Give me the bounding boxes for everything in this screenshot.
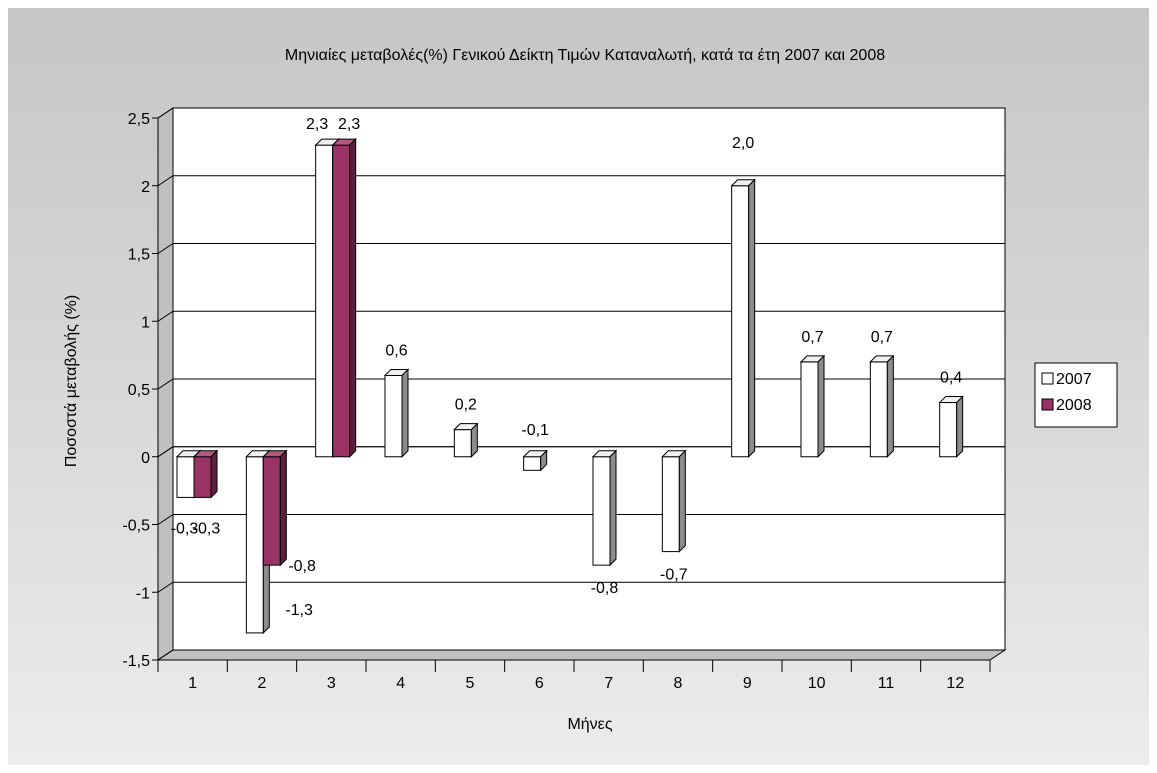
bar-2007-front	[315, 144, 334, 458]
gridline	[157, 243, 1005, 254]
bar-2008	[262, 449, 288, 567]
x-axis-zero-line	[157, 446, 1005, 458]
chart-area: Μηνιαίες μεταβολές(%) Γενικού Δείκτη Τιμ…	[8, 8, 1149, 765]
data-label: 2,0	[732, 135, 754, 152]
x-tick-label: 6	[535, 675, 544, 692]
data-label: 0,7	[871, 329, 893, 346]
gridline	[157, 649, 1005, 661]
y-tick-label: 1	[141, 314, 150, 331]
bar-2008-side	[210, 449, 218, 499]
gridline	[157, 514, 1005, 525]
bar-2007-front	[661, 456, 680, 553]
gridline	[157, 175, 1005, 187]
bar-2007	[730, 178, 756, 458]
bar-chart: Μηνιαίες μεταβολές(%) Γενικού Δείκτη Τιμ…	[63, 47, 1118, 733]
bar-2007-front	[592, 456, 611, 566]
bar-2007-side	[540, 449, 548, 472]
bar-2007-front	[384, 374, 403, 458]
x-tick-label: 2	[258, 675, 267, 692]
x-axis-label: Μήνες	[567, 716, 612, 733]
gridline	[157, 107, 1005, 119]
legend-swatch	[1041, 398, 1054, 411]
data-label: 2,3	[306, 116, 328, 133]
bar-2007-side	[748, 178, 756, 458]
gridline	[157, 581, 1005, 593]
y-tick-label: -1,5	[122, 653, 150, 670]
x-tick-label: 12	[946, 675, 964, 692]
y-tick-label: 1,5	[128, 247, 150, 264]
bar-2007-side	[817, 354, 825, 458]
bar-2007	[799, 354, 826, 458]
bar-2008-side	[279, 449, 287, 567]
bar-2007-front	[245, 456, 264, 634]
bar-2008-front	[332, 144, 351, 458]
x-tick-label: 7	[604, 675, 613, 692]
x-tick-label: 3	[327, 675, 336, 692]
bar-2008-front	[193, 456, 212, 498]
plot-area: 2,521,510,50-0,5-1-1,51 2 3 4 5 6 7 8 9 10 11 12-0,…	[122, 107, 1007, 692]
data-label: -0,8	[591, 580, 619, 597]
y-tick-label: 2	[141, 179, 150, 196]
bar-2007	[453, 422, 479, 458]
data-label: -0,7	[660, 567, 688, 584]
bar-2007-front	[939, 402, 958, 458]
data-label: 0,6	[385, 342, 407, 359]
x-tick-label: 5	[466, 675, 475, 692]
bar-2007-side	[956, 395, 964, 458]
bar-2007	[591, 449, 618, 567]
data-label: -1,3	[285, 602, 313, 619]
y-tick-label: -1	[136, 585, 150, 602]
y-tick-label: 2,5	[128, 111, 150, 128]
x-tick-label: 1	[188, 675, 197, 692]
data-label: 0,4	[940, 370, 962, 387]
bar-2008-side	[349, 137, 357, 458]
gridline	[157, 310, 1005, 322]
bar-2007-side	[401, 368, 409, 458]
data-label: 0,2	[455, 397, 477, 414]
data-label: -0,1	[521, 422, 549, 439]
data-label: -0,8	[288, 558, 316, 575]
bar-2007-side	[470, 422, 478, 458]
data-label: 2,3	[338, 116, 360, 133]
y-tick-label: -0,5	[122, 518, 150, 535]
data-label: -0,3	[193, 520, 221, 537]
x-tick-label: 4	[396, 675, 405, 692]
data-label: -0,3	[171, 520, 199, 537]
bar-2007-front	[869, 361, 888, 458]
x-tick-label: 9	[743, 675, 752, 692]
gridline	[157, 378, 1005, 390]
x-tick-label: 10	[808, 675, 826, 692]
legend-label: 2008	[1056, 397, 1092, 414]
chart-title: Μηνιαίες μεταβολές(%) Γενικού Δείκτη Τιμ…	[285, 47, 885, 64]
x-tick-label: 11	[878, 675, 895, 692]
legend-swatch	[1041, 372, 1054, 385]
y-tick-label: 0	[141, 450, 150, 467]
bar-2007-front	[176, 456, 195, 498]
data-label: 0,7	[801, 329, 823, 346]
bar-2007-front	[523, 456, 542, 471]
x-tick-label: 8	[674, 675, 683, 692]
bar-2007	[869, 354, 895, 458]
bar-2007-front	[800, 361, 819, 458]
legend: 2007 2008	[1034, 362, 1118, 428]
legend-label: 2007	[1056, 371, 1092, 388]
bar-2007-front	[731, 185, 750, 458]
y-tick-label: 0,5	[128, 382, 150, 399]
y-axis-label: Ποσοστά μεταβολής (%)	[63, 295, 80, 467]
bar-2007	[522, 449, 548, 472]
bar-2007	[383, 368, 410, 458]
bar-2008	[192, 449, 219, 499]
bar-2007	[938, 395, 964, 458]
bar-2007	[661, 449, 687, 553]
floor	[156, 649, 1007, 661]
bar-2007-side	[609, 449, 617, 567]
bar-2008-front	[262, 456, 281, 566]
bar-2008	[331, 137, 357, 458]
bar-2007-front	[453, 429, 472, 458]
bar-2007-side	[678, 449, 686, 553]
bar-2007-side	[886, 354, 894, 458]
